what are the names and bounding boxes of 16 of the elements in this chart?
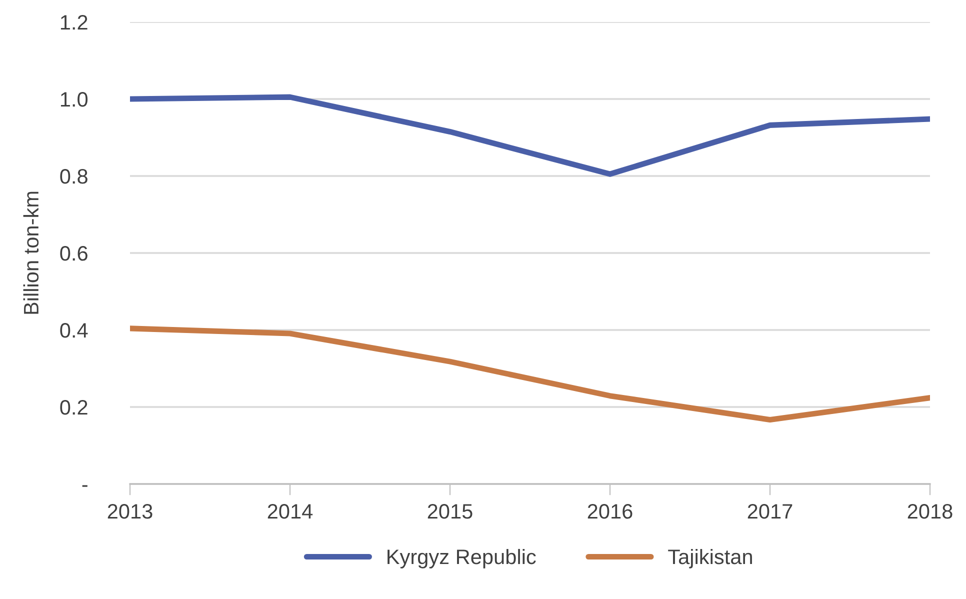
x-tick-label: 2016: [588, 504, 632, 519]
y-tick-label: -: [82, 485, 88, 487]
y-tick-label: 0.8: [60, 169, 88, 184]
y-tick-label: 0.6: [60, 246, 88, 261]
y-tick-label: 1.0: [60, 92, 88, 107]
x-tick-label: 2015: [428, 504, 472, 519]
y-tick-label: 1.2: [60, 15, 88, 30]
y-axis-title: Billion ton-km: [23, 192, 39, 314]
x-tick-label: 2017: [748, 504, 792, 519]
legend-label: Tajikistan: [668, 548, 752, 568]
x-tick-label: 2018: [908, 504, 952, 519]
y-tick-label: 0.4: [60, 323, 88, 338]
legend-label: Kyrgyz Republic: [388, 548, 536, 568]
x-tick-label: 2013: [108, 504, 152, 519]
x-tick-label: 2014: [268, 504, 313, 519]
y-tick-label: 0.2: [60, 400, 88, 415]
